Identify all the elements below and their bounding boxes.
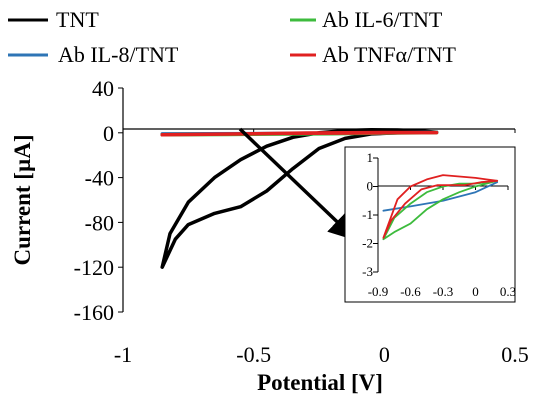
x-tick-labels: -1 -0.5 0 0.5 (114, 129, 529, 367)
legend: TNT Ab IL-6/TNT Ab IL-8/TNT Ab TNFα/TNT (8, 7, 457, 67)
inset-y-tick-label: 0 (367, 179, 374, 194)
x-tick-label: -1 (114, 342, 132, 367)
inset-x-tick-label: -0.3 (433, 284, 454, 299)
inset-x-tick-label: 0.3 (500, 284, 516, 299)
y-tick-label: 0 (103, 121, 114, 146)
legend-item-tnt: TNT (8, 7, 99, 32)
inset-series-line-3 (382, 174, 499, 239)
y-tick-label: -160 (74, 300, 114, 325)
zoom-arrow (238, 127, 358, 241)
legend-item-ab-il8: Ab IL-8/TNT (8, 42, 179, 67)
inset-x-tick-labels: -0.9 -0.6 -0.3 0 0.3 (368, 186, 516, 299)
x-tick-label: -0.5 (236, 342, 271, 367)
inset-y-tick-label: -3 (362, 264, 373, 279)
y-tick-label: -40 (85, 166, 114, 191)
x-tick-label: 0 (379, 342, 390, 367)
series-line-ab-tnf-tnt (160, 130, 439, 137)
inset-y-tick-labels: 1 0 -1 -2 -3 (362, 150, 378, 279)
inset-y-tick-label: -1 (362, 207, 373, 222)
y-tick-label: -80 (85, 210, 114, 235)
legend-label-ab-il8: Ab IL-8/TNT (58, 42, 179, 67)
inset-y-tick-label: -2 (362, 236, 373, 251)
inset-x-tick-label: -0.9 (368, 284, 389, 299)
main-axes (122, 88, 515, 312)
y-tick-labels: 40 0 -40 -80 -120 -160 (74, 76, 123, 325)
y-tick-label: 40 (92, 76, 114, 101)
inset-series (382, 174, 499, 241)
x-tick-label: 0.5 (501, 342, 529, 367)
inset-y-tick-label: 1 (367, 150, 374, 165)
legend-label-ab-tnfa: Ab TNFα/TNT (322, 42, 457, 67)
inset-x-tick-label: 0 (472, 284, 479, 299)
main-series (160, 128, 439, 269)
inset-frame (344, 146, 516, 303)
legend-label-tnt: TNT (56, 7, 99, 32)
y-tick-label: -120 (74, 255, 114, 280)
legend-label-ab-il6: Ab IL-6/TNT (322, 7, 443, 32)
x-axis-title: Potential [V] (257, 370, 383, 395)
legend-item-ab-il6: Ab IL-6/TNT (290, 7, 443, 32)
inset-x-tick-label: -0.6 (400, 284, 421, 299)
legend-item-ab-tnfa: Ab TNFα/TNT (290, 42, 457, 67)
y-axis-title: Current [µA] (10, 135, 35, 266)
